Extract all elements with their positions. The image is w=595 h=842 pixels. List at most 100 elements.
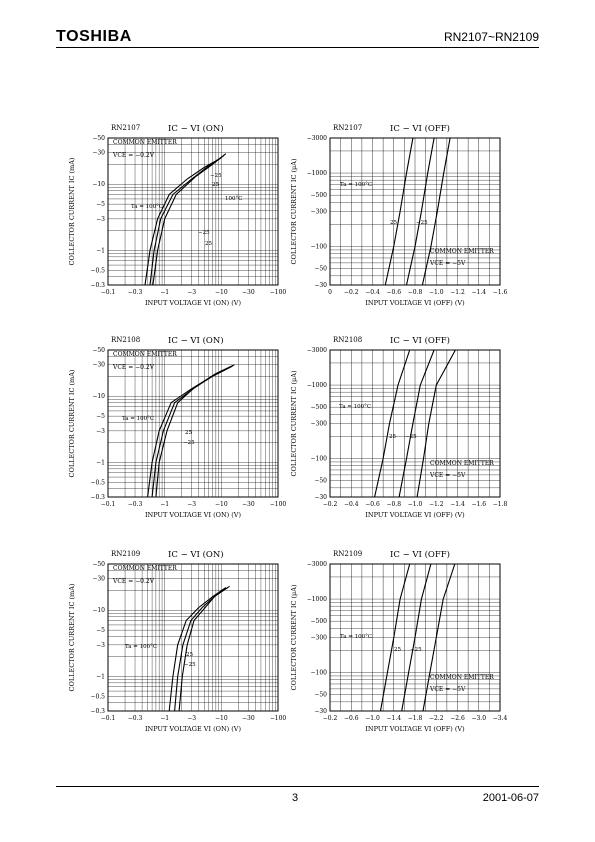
y-tick-label: −5 <box>96 201 105 208</box>
temp-label: −25 <box>183 440 195 446</box>
device-label: RN2107 <box>333 124 362 132</box>
y-tick-label: −30 <box>92 150 105 157</box>
x-tick-label: −1.2 <box>450 289 465 296</box>
y-tick-label: −3000 <box>307 135 327 142</box>
x-tick-label: −3 <box>187 501 196 508</box>
graph-rn2107-off: 0 −0.2 −0.4 −0.6 −0.8 −1.0 −1.2 −1.4 −1.6 −3000 −1… <box>290 123 508 307</box>
condition-label: VCE = −0.2V <box>112 152 155 159</box>
y-tick-label: −1000 <box>307 170 327 177</box>
condition-label: COMMON EMITTER <box>113 139 177 146</box>
x-tick-label: −30 <box>242 501 255 508</box>
y-tick-label: −5 <box>96 413 105 420</box>
device-label: RN2107 <box>111 124 140 132</box>
x-tick-label: −1.2 <box>429 501 444 508</box>
x-tick-label: −1.8 <box>408 715 423 722</box>
series-line <box>379 563 411 712</box>
temp-label: 25 <box>212 182 219 188</box>
series-line <box>421 137 451 286</box>
condition-label: VCE = −0.2V <box>112 578 155 585</box>
y-tick-label: −0.5 <box>90 693 105 700</box>
plot-frame <box>329 563 501 712</box>
y-tick-label: −3 <box>96 216 105 223</box>
x-axis-label: INPUT VOLTAGE VI (ON) (V) <box>145 725 241 733</box>
y-tick-label: −0.5 <box>90 479 105 486</box>
x-tick-label: −0.3 <box>128 501 143 508</box>
x-tick-label: −1.6 <box>471 501 486 508</box>
temp-label: −25 <box>184 662 196 668</box>
x-tick-label: −1 <box>160 715 169 722</box>
y-tick-label: −50 <box>92 135 105 142</box>
series-line <box>168 587 227 712</box>
y-tick-label: −50 <box>314 266 327 273</box>
y-tick-label: −3000 <box>307 561 327 568</box>
y-axis-label: COLLECTOR CURRENT IC (μA) <box>290 370 298 476</box>
y-tick-label: −1000 <box>307 596 327 603</box>
y-tick-label: −50 <box>92 347 105 354</box>
y-tick-label: −3 <box>96 428 105 435</box>
temp-label: −25 <box>198 230 210 236</box>
device-label: RN2109 <box>111 550 140 558</box>
x-tick-label: −30 <box>242 715 255 722</box>
graph-rn2108-on: −0.1 −0.3 −1 −3 −10 −30 −100−50−30−10−5−3−1−0.… <box>68 335 286 519</box>
series-line <box>401 563 432 712</box>
temp-label: −25 <box>416 220 428 226</box>
x-tick-label: −0.2 <box>323 501 338 508</box>
temp-label: Ta = 100°C <box>339 404 371 410</box>
x-axis-label: INPUT VOLTAGE VI (OFF) (V) <box>365 299 465 307</box>
x-tick-label: −0.3 <box>128 289 143 296</box>
temp-label: Ta = 100°C <box>340 634 372 640</box>
y-tick-label: −0.3 <box>90 494 105 501</box>
y-tick-label: −10 <box>92 607 105 614</box>
x-tick-label: −0.6 <box>365 501 380 508</box>
plot-area: 0 −0.2 −0.4 −0.6 −0.8 −1.0 −1.2 −1.4 −1.6 −3000 −1… <box>307 135 508 296</box>
device-label: RN2108 <box>333 336 362 344</box>
x-tick-label: −0.4 <box>365 289 380 296</box>
x-tick-label: 0 <box>328 289 332 296</box>
y-tick-label: −30 <box>92 576 105 583</box>
temp-label: 25 <box>394 647 401 653</box>
y-tick-label: −10 <box>92 181 105 188</box>
x-tick-label: −3 <box>187 289 196 296</box>
x-tick-label: −0.1 <box>101 289 116 296</box>
chart-title: IC − VI (OFF) <box>390 549 450 560</box>
temp-label: Ta = 100°C <box>122 416 154 422</box>
series-line <box>155 364 235 498</box>
y-tick-label: −30 <box>314 708 327 715</box>
x-tick-label: −2.2 <box>429 715 444 722</box>
x-tick-label: −1.4 <box>386 715 401 722</box>
x-tick-label: −1.0 <box>429 289 444 296</box>
x-tick-label: −1.0 <box>365 715 380 722</box>
temp-label: Ta = 100°C <box>125 644 157 650</box>
chart-title: IC − VI (ON) <box>168 335 224 346</box>
y-tick-label: −1 <box>96 673 105 680</box>
y-tick-label: −10 <box>92 393 105 400</box>
y-tick-label: −3000 <box>307 347 327 354</box>
temp-label: 25 <box>186 652 193 658</box>
y-tick-label: −100 <box>311 670 328 677</box>
plot-frame <box>107 137 279 286</box>
chart-title: IC − VI (OFF) <box>390 123 450 134</box>
series-line <box>422 563 456 712</box>
condition-label: COMMON EMITTER <box>430 674 494 681</box>
x-tick-label: −0.1 <box>101 501 116 508</box>
y-tick-label: −300 <box>311 421 328 428</box>
x-tick-label: −0.4 <box>344 501 359 508</box>
y-tick-label: −30 <box>92 362 105 369</box>
x-tick-label: −10 <box>215 501 228 508</box>
x-tick-label: −10 <box>215 289 228 296</box>
y-tick-label: −300 <box>311 209 328 216</box>
footer-rule <box>56 786 539 787</box>
x-tick-label: −0.2 <box>323 715 338 722</box>
publish-date: 2001-06-07 <box>482 792 539 804</box>
temp-label: Ta = 100°C <box>131 204 163 210</box>
series-line <box>149 155 225 286</box>
series-line <box>398 349 435 498</box>
condition-label: COMMON EMITTER <box>113 351 177 358</box>
temp-label: 25 <box>390 220 397 226</box>
x-tick-label: −1.4 <box>471 289 486 296</box>
y-axis-label: COLLECTOR CURRENT IC (mA) <box>68 369 76 477</box>
y-tick-label: −1000 <box>307 382 327 389</box>
x-tick-label: −0.6 <box>344 715 359 722</box>
temp-label: 100°C <box>225 196 242 202</box>
y-tick-label: −30 <box>314 494 327 501</box>
